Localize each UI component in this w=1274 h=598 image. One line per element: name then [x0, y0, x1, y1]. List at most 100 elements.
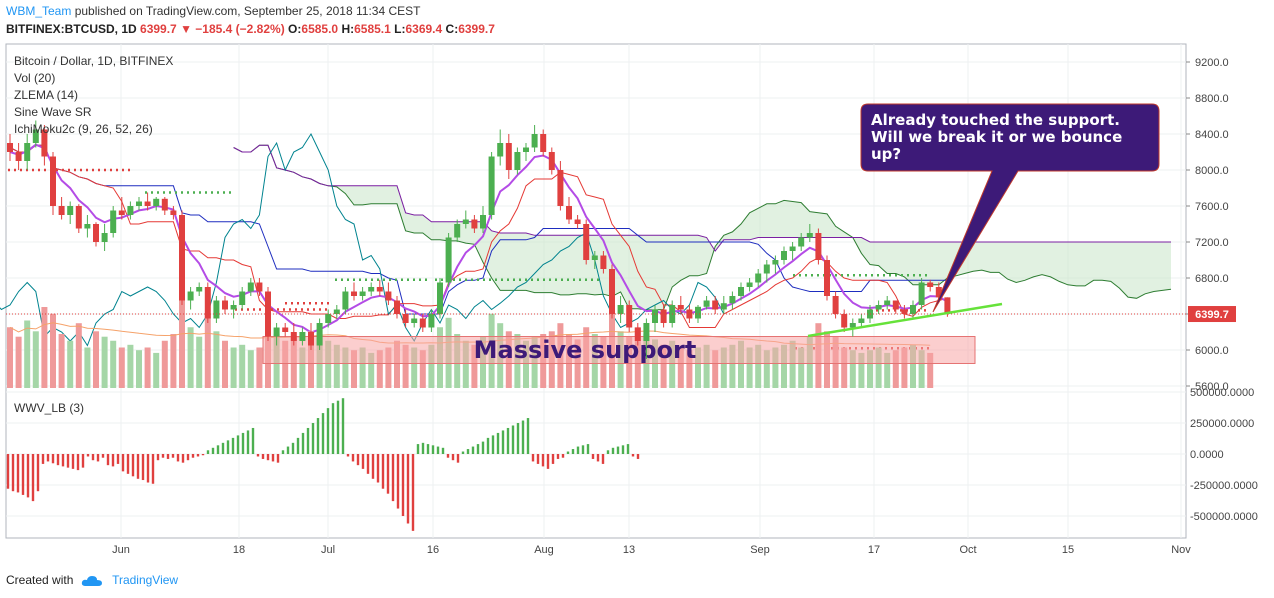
volume-bar	[703, 344, 710, 388]
candle-body	[127, 206, 134, 215]
volume-bar	[729, 344, 736, 388]
candle	[729, 291, 736, 310]
candle-body	[591, 255, 598, 260]
candle	[781, 246, 787, 265]
candle-body	[7, 143, 13, 152]
volume-bar	[127, 344, 134, 388]
candle-body	[471, 219, 478, 229]
candle	[273, 323, 280, 346]
candle-body	[944, 297, 951, 314]
candle-body	[892, 300, 899, 310]
time-tick-label: 13	[623, 544, 635, 556]
volume-bar	[858, 352, 865, 388]
candle	[875, 300, 882, 314]
candle-body	[437, 282, 443, 314]
low-value: 6369.4	[405, 22, 443, 36]
candle-body	[643, 323, 650, 341]
volume-bar	[695, 347, 701, 388]
candle	[548, 147, 555, 175]
candle	[376, 279, 383, 296]
candle	[910, 300, 916, 319]
candle-body	[781, 251, 787, 260]
candle	[32, 120, 39, 148]
candle	[884, 296, 891, 310]
candle-body	[720, 303, 727, 310]
candle-body	[763, 264, 770, 274]
candle-body	[15, 152, 22, 161]
candle	[531, 125, 538, 152]
volume-bar	[179, 293, 185, 388]
candle-body	[557, 170, 564, 206]
candle	[144, 192, 151, 211]
candle-body	[445, 237, 452, 283]
volume-bar	[781, 344, 787, 388]
candle-body	[58, 206, 65, 215]
volume-bar	[763, 350, 770, 388]
candle-body	[540, 134, 547, 152]
candle-body	[746, 282, 753, 287]
candle-body	[325, 314, 332, 323]
candle-body	[901, 309, 908, 314]
candle	[24, 134, 31, 170]
candle-body	[385, 291, 392, 301]
candle	[299, 327, 306, 346]
candle	[471, 215, 478, 233]
candle	[901, 305, 908, 319]
candle-body	[247, 282, 254, 292]
volume-bar	[67, 340, 74, 388]
volume-bar	[50, 313, 56, 388]
open-value: 6585.0	[301, 22, 339, 36]
candle-body	[548, 152, 555, 170]
candle	[918, 278, 925, 310]
candle-body	[841, 314, 848, 328]
candle-body	[523, 147, 529, 152]
candle-body	[798, 237, 805, 247]
time-tick-label: 18	[233, 544, 245, 556]
time-tick-label: Sep	[750, 544, 770, 556]
candle	[798, 233, 805, 251]
support-trendline	[807, 302, 1003, 338]
price-change: −185.4 (−2.82%)	[195, 22, 285, 36]
candle-body	[824, 260, 830, 296]
volume-bar	[187, 327, 194, 388]
osc-tick-label: 250000.0000	[1190, 418, 1254, 430]
candle-body	[789, 246, 796, 251]
volume-bar	[892, 350, 899, 388]
volume-bar	[867, 350, 873, 388]
candle	[359, 287, 366, 301]
candle-body	[333, 309, 340, 314]
candle-body	[411, 318, 418, 323]
volume-bar	[368, 352, 375, 388]
candle	[686, 305, 693, 323]
candle-body	[505, 143, 512, 170]
candle	[222, 296, 228, 314]
candle-body	[204, 287, 211, 319]
candle	[50, 152, 56, 215]
candle-body	[772, 260, 779, 265]
support-zone: Massive support	[262, 336, 976, 364]
candle	[772, 255, 779, 274]
candle	[626, 300, 633, 332]
author-link[interactable]: WBM_Team	[6, 4, 72, 18]
candle-body	[729, 296, 736, 304]
volume-bar	[204, 313, 211, 388]
candle-body	[832, 296, 839, 314]
cloud-logo-icon	[81, 575, 102, 586]
candle-body	[574, 219, 581, 224]
candle-body	[67, 206, 74, 215]
publish-line: WBM_Team published on TradingView.com, S…	[6, 4, 420, 18]
candle	[127, 201, 134, 220]
candle-body	[617, 305, 624, 314]
candle-body	[634, 327, 641, 341]
candle	[187, 287, 194, 310]
volume-bar	[755, 344, 762, 388]
candle	[213, 296, 220, 323]
close-value: 6399.7	[458, 22, 495, 36]
candle-body	[273, 327, 280, 337]
candle	[591, 251, 598, 269]
osc-tick-label: -250000.0000	[1190, 480, 1258, 492]
volume-bar	[342, 347, 349, 388]
candle	[196, 282, 203, 296]
tradingview-link[interactable]: TradingView	[112, 573, 179, 587]
